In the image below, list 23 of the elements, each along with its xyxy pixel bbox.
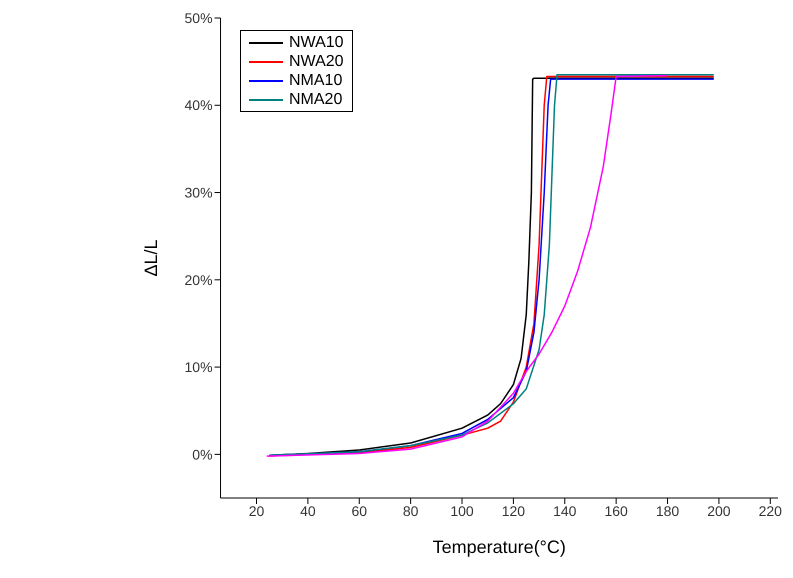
x-tick-label: 200 [707,502,731,519]
x-tick-label: 180 [656,502,680,519]
x-tick-label: 140 [553,502,577,519]
legend-label: NWA20 [289,52,344,71]
y-tick-label: 0% [192,446,213,462]
y-tick-label: 10% [184,359,213,376]
x-axis-title: Temperature(°C) [432,537,566,557]
y-tick-label: 20% [184,272,213,288]
y-tick-label: 50% [184,10,213,26]
x-tick-label: 160 [604,502,628,519]
x-tick-label: 80 [402,502,419,519]
x-tick-label: 220 [758,502,782,519]
y-tick-label: 40% [184,97,213,114]
x-tick-label: 120 [502,502,526,519]
x-tick-label: 20 [248,502,264,519]
y-tick-label: 30% [184,184,213,201]
x-tick-label: 40 [300,502,316,519]
legend-label: NMA10 [289,71,342,90]
x-tick-label: 60 [351,502,368,519]
y-axis-title: ΔL/L [140,239,161,277]
x-tick-label: 100 [450,502,474,519]
legend-label: NMA20 [289,90,342,109]
legend-label: NWA10 [289,33,344,52]
